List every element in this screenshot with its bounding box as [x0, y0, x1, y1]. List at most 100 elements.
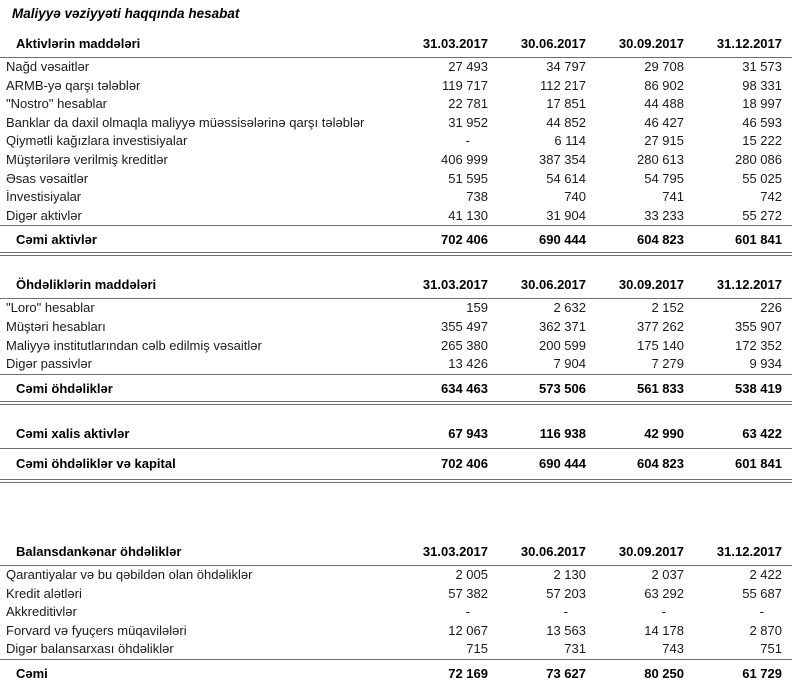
cell-value: 280 086	[735, 151, 782, 167]
cell-value: 55 687	[742, 585, 782, 601]
cell-value: 738	[466, 189, 488, 205]
cell-value: 34 797	[546, 59, 586, 74]
total-value: 67 943	[400, 418, 498, 450]
cell-value: 63 292	[644, 585, 684, 601]
column-header-date-1: 31.03.2017	[400, 274, 498, 300]
cell-value: 9 934	[749, 356, 782, 372]
row-label: İnvestisiyalar	[6, 189, 82, 205]
table-row: Kredit alətləri 57 382 57 203 63 292 55 …	[0, 585, 792, 604]
row-label: Banklar da daxil olmaqla maliyyə müəssis…	[6, 114, 365, 130]
cell-value: 22 781	[448, 96, 488, 112]
table-row: Banklar da daxil olmaqla maliyyə müəssis…	[0, 114, 792, 133]
equity-summary-table: Cəmi xalis aktivlər 67 943 116 938 42 99…	[0, 418, 792, 483]
cell-value: 44 488	[644, 96, 684, 112]
cell-value: 112 217	[539, 77, 586, 93]
cell-value: 2 870	[749, 622, 782, 638]
table-row: Akkreditivlər - - - -	[0, 603, 792, 622]
cell-value: 159	[466, 300, 488, 316]
off-balance-header-row: Balansdankənar öhdəliklər 31.03.2017 30.…	[0, 540, 792, 566]
cell-value: 46 427	[644, 114, 684, 130]
table-row: "Loro" hesablar 159 2 632 2 152 226	[0, 299, 792, 318]
row-label: Müştərilərə verilmiş kreditlər	[6, 151, 168, 167]
total-label: Cəmi öhdəliklər və kapital	[0, 448, 400, 483]
cell-value: 280 613	[637, 151, 684, 167]
cell-value: 377 262	[637, 318, 684, 334]
cell-value: 743	[662, 641, 684, 657]
cell-value: 31 904	[546, 207, 586, 223]
table-row: Müştəri hesabları 355 497 362 371 377 26…	[0, 318, 792, 337]
table-row: Forvard və fyuçers müqavilələri 12 067 1…	[0, 622, 792, 641]
cell-value: 355 497	[441, 318, 488, 334]
cell-value: 17 851	[546, 96, 586, 112]
total-value: 80 250	[596, 658, 694, 683]
table-row: Nağd vəsaitlər 27 493 34 797 29 708 31 5…	[0, 58, 792, 77]
assets-section-title: Aktivlərin maddələri	[0, 33, 400, 58]
total-value: 573 506	[498, 373, 596, 405]
total-value: 601 841	[694, 448, 792, 483]
liabilities-header-row: Öhdəliklərin maddələri 31.03.2017 30.06.…	[0, 274, 792, 300]
cell-value: -	[563, 604, 568, 620]
cell-value: 55 025	[742, 170, 782, 186]
cell-value: 54 614	[546, 170, 586, 186]
liabilities-table: Öhdəliklərin maddələri 31.03.2017 30.06.…	[0, 274, 792, 405]
total-label: Cəmi öhdəliklər	[0, 373, 400, 405]
cell-value: -	[759, 604, 764, 620]
total-value: 601 841	[694, 225, 792, 257]
cell-value: 406 999	[441, 151, 488, 167]
cell-value: 175 140	[637, 337, 684, 353]
cell-value: 2 152	[651, 300, 684, 316]
column-header-date-3: 30.09.2017	[596, 540, 694, 566]
row-label: Maliyyə institutlarından cəlb edilmiş və…	[6, 337, 262, 353]
cell-value: 2 632	[553, 300, 586, 316]
table-row: ARMB-yə qarşı tələblər 119 717 112 217 8…	[0, 77, 792, 96]
cell-value: 13 563	[546, 622, 586, 638]
total-label: Cəmi xalis aktivlər	[0, 418, 400, 450]
cell-value: 55 272	[742, 207, 782, 223]
assets-header-row: Aktivlərin maddələri 31.03.2017 30.06.20…	[0, 33, 792, 58]
row-label: "Nostro" hesablar	[6, 96, 107, 112]
cell-value: 98 331	[742, 77, 782, 93]
total-value: 604 823	[596, 225, 694, 257]
cell-value: 2 422	[749, 566, 782, 582]
cell-value: 362 371	[539, 318, 586, 334]
cell-value: 57 203	[546, 585, 586, 601]
cell-value: 18 997	[742, 96, 782, 112]
off-balance-table: Balansdankənar öhdəliklər 31.03.2017 30.…	[0, 540, 792, 683]
table-row: Maliyyə institutlarından cəlb edilmiş və…	[0, 337, 792, 356]
cell-value: -	[465, 604, 470, 620]
total-value: 702 406	[400, 448, 498, 483]
row-label: Əsas vəsaitlər	[6, 170, 89, 186]
column-header-date-3: 30.09.2017	[596, 33, 694, 58]
row-label: Qarantiyalar və bu qəbildən olan öhdəlik…	[6, 566, 253, 582]
cell-value: 7 904	[553, 356, 586, 372]
table-row: Qiymətli kağızlara investisiyalar - 6 11…	[0, 132, 792, 151]
assets-total-row: Cəmi aktivlər 702 406 690 444 604 823 60…	[0, 225, 792, 257]
cell-value: 742	[760, 189, 782, 205]
column-header-date-2: 30.06.2017	[498, 540, 596, 566]
cell-value: 33 233	[644, 207, 684, 223]
cell-value: 7 279	[651, 356, 684, 372]
table-row: "Nostro" hesablar 22 781 17 851 44 488 1…	[0, 95, 792, 114]
column-header-date-1: 31.03.2017	[400, 33, 498, 58]
row-label: Nağd vəsaitlər	[6, 59, 90, 74]
row-label: Digər balansarxası öhdəliklər	[6, 641, 174, 657]
row-label: Qiymətli kağızlara investisiyalar	[6, 133, 188, 149]
cell-value: 57 382	[448, 585, 488, 601]
cell-value: 14 178	[644, 622, 684, 638]
cell-value: 13 426	[448, 356, 488, 372]
cell-value: 6 114	[554, 133, 586, 149]
column-header-date-2: 30.06.2017	[498, 274, 596, 300]
total-label: Cəmi aktivlər	[0, 225, 400, 257]
total-value: 538 419	[694, 373, 792, 405]
cell-value: 31 952	[448, 114, 488, 130]
total-value: 73 627	[498, 658, 596, 683]
off-balance-total-row: Cəmi 72 169 73 627 80 250 61 729	[0, 658, 792, 683]
cell-value: 2 037	[651, 566, 684, 582]
cell-value: 200 599	[539, 337, 586, 353]
cell-value: 15 222	[742, 133, 782, 149]
row-label: Kredit alətləri	[6, 585, 82, 601]
total-value: 61 729	[694, 658, 792, 683]
total-value: 116 938	[498, 418, 596, 450]
cell-value: -	[465, 133, 470, 149]
